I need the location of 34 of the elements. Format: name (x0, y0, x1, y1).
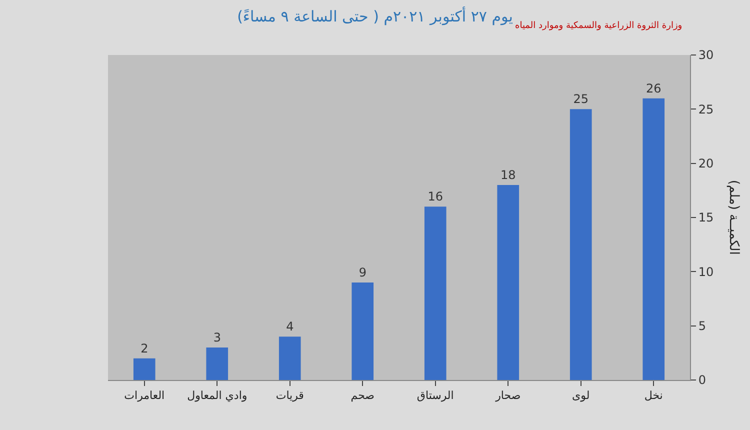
data-label: 18 (500, 168, 516, 182)
y-axis-title: الكميــة (ملم) (726, 180, 742, 255)
x-tick-label: الرستاق (416, 389, 454, 402)
y-tick-label: 5 (698, 319, 706, 334)
x-tick-label: لوى (572, 389, 590, 402)
bar (642, 98, 665, 380)
text: وزارة الثروة الزراعية والسمكية وموارد المياه (515, 21, 682, 31)
data-label: 4 (286, 320, 294, 334)
y-tick-label: 15 (698, 210, 714, 225)
y-tick-label: 10 (698, 264, 714, 279)
data-label: 9 (358, 266, 366, 280)
data-label: 16 (428, 190, 444, 204)
x-tick-label: وادي المعاول (187, 389, 248, 402)
x-tick-label: العامرات (124, 389, 165, 402)
y-tick-label: 20 (698, 156, 714, 171)
y-tick-label: 30 (698, 48, 714, 62)
x-tick-label: صحم (350, 389, 375, 402)
bar (497, 185, 520, 380)
bar (570, 109, 592, 380)
data-label: 26 (646, 81, 662, 96)
bar (424, 206, 446, 380)
data-label: 2 (140, 341, 148, 356)
bar (133, 358, 156, 380)
x-tick-label: صحار (494, 389, 521, 402)
chart-title: يوم ٢٧ أكتوبر ٢٠٢١م ( حتى الساعة ٩ مساءً) (237, 6, 513, 26)
bar (352, 282, 374, 380)
data-label: 3 (213, 330, 221, 344)
x-tick-label: نخل (644, 389, 663, 402)
x-tick-label: قريات (276, 389, 304, 402)
y-tick-label: 0 (698, 373, 706, 388)
bar (206, 348, 228, 380)
y-tick-label: 25 (698, 102, 714, 116)
data-label: 25 (573, 92, 589, 106)
bar (278, 336, 301, 380)
